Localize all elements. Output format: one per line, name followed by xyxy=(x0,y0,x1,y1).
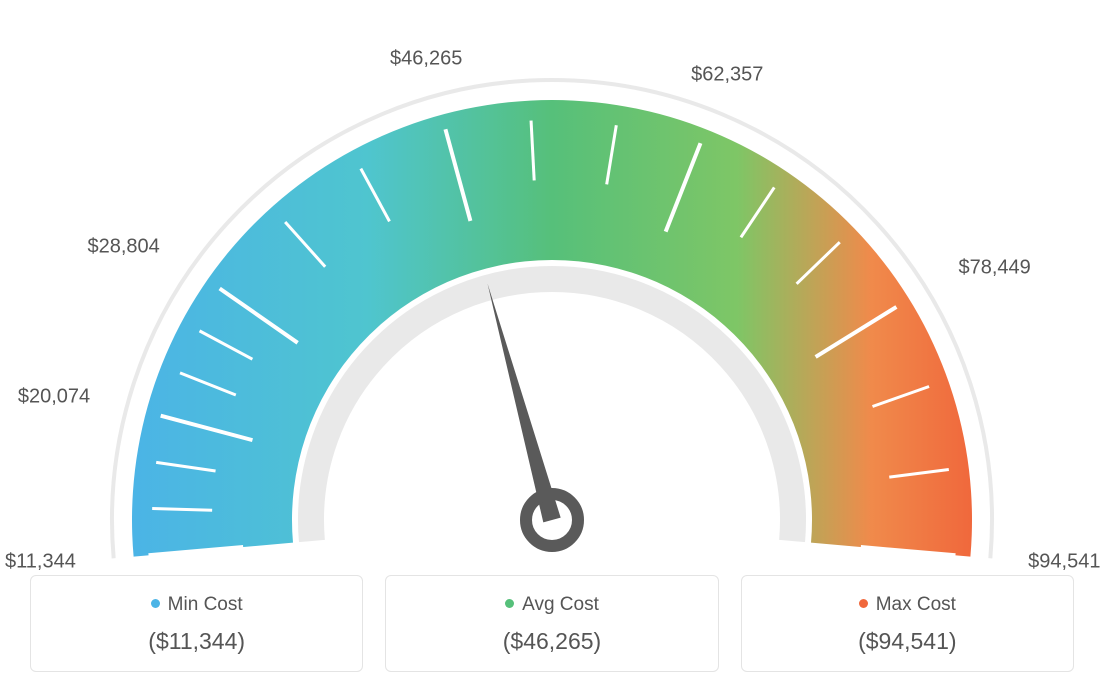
card-title: Avg Cost xyxy=(396,594,707,616)
card-title-text: Max Cost xyxy=(876,594,956,615)
gauge-tick-label: $28,804 xyxy=(87,235,159,258)
card-title: Min Cost xyxy=(41,594,352,616)
gauge-tick-label: $62,357 xyxy=(691,64,763,87)
card-value: ($94,541) xyxy=(752,628,1063,655)
card-title: Max Cost xyxy=(752,594,1063,616)
gauge-tick-label: $11,344 xyxy=(5,550,76,573)
dot-icon xyxy=(505,599,514,608)
gauge-tick-label: $94,541 xyxy=(1028,550,1100,573)
summary-cards: Min Cost ($11,344) Avg Cost ($46,265) Ma… xyxy=(0,575,1104,672)
avg-cost-card: Avg Cost ($46,265) xyxy=(385,575,718,672)
dot-icon xyxy=(151,599,160,608)
card-value: ($46,265) xyxy=(396,628,707,655)
gauge-tick-label: $78,449 xyxy=(958,257,1030,280)
card-value: ($11,344) xyxy=(41,628,352,655)
gauge-tick-label: $20,074 xyxy=(18,385,90,408)
dot-icon xyxy=(859,599,868,608)
min-cost-card: Min Cost ($11,344) xyxy=(30,575,363,672)
card-title-text: Min Cost xyxy=(168,594,243,615)
max-cost-card: Max Cost ($94,541) xyxy=(741,575,1074,672)
gauge-tick-label: $46,265 xyxy=(390,47,462,70)
gauge-chart: $11,344$20,074$28,804$46,265$62,357$78,4… xyxy=(0,0,1104,560)
gauge-svg xyxy=(0,30,1104,590)
card-title-text: Avg Cost xyxy=(522,594,599,615)
